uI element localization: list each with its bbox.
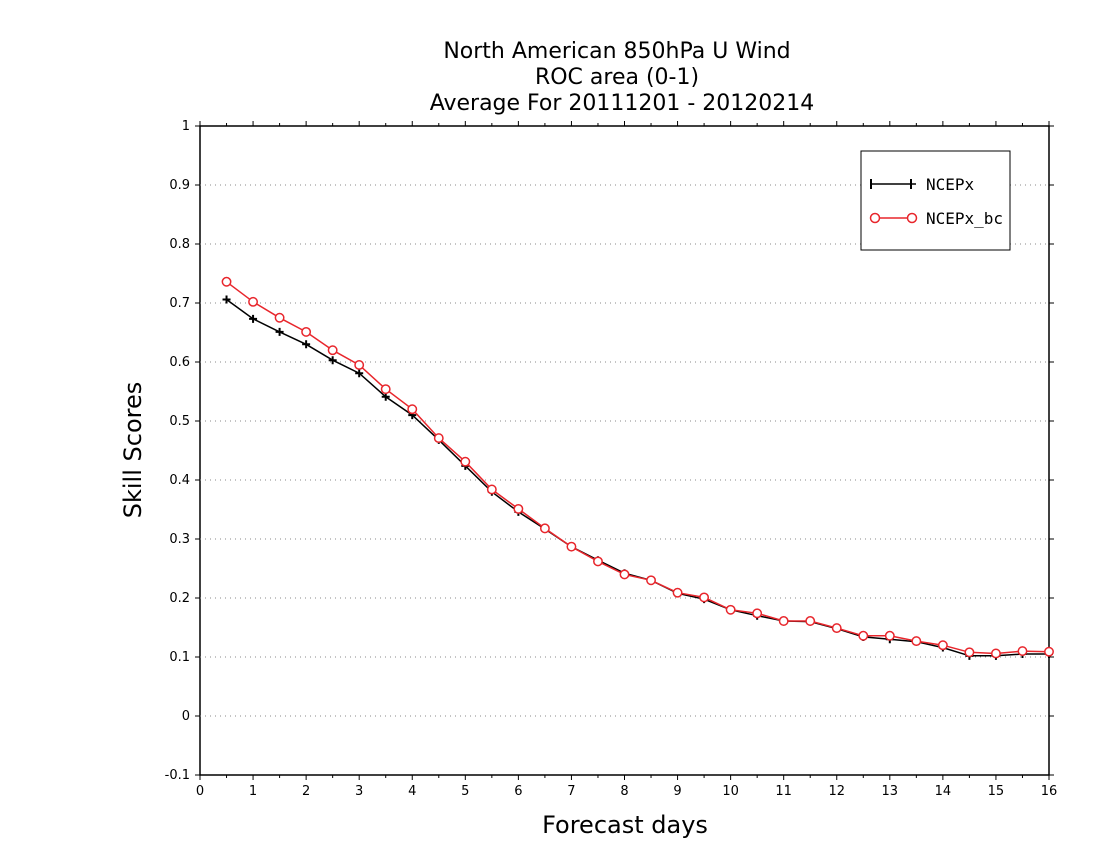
data-point-ncepx-bc: [725, 604, 736, 615]
x-tick-label: 14: [935, 784, 952, 799]
data-point-ncepx-bc: [221, 276, 232, 287]
x-axis: 0 1 2 3 4 5 6 7 8 9 10 11 12 13 14 15 16: [196, 121, 1057, 799]
data-point-ncepx: [249, 314, 258, 323]
data-point-ncepx-bc: [778, 616, 789, 626]
x-axis-label: Forecast days: [542, 811, 708, 839]
data-point-ncepx-bc: [539, 523, 550, 534]
y-tick-label: 0: [182, 709, 190, 724]
y-tick-label: 0.7: [169, 296, 190, 311]
data-point-ncepx-bc: [460, 456, 471, 467]
y-axis-label: Skill Scores: [119, 382, 147, 519]
data-point-ncepx-bc: [646, 575, 656, 586]
data-point-ncepx-bc: [566, 541, 577, 552]
data-point-ncepx-bc: [911, 636, 922, 647]
legend-marker-ncepx: [870, 179, 912, 189]
x-tick-label: 11: [775, 784, 792, 799]
data-point-ncepx-bc: [301, 326, 312, 337]
data-point-ncepx-bc: [513, 503, 524, 514]
data-point-ncepx-bc: [274, 312, 285, 323]
data-point-ncepx-bc: [593, 556, 603, 567]
data-point-ncepx-bc: [699, 592, 710, 603]
data-point-ncepx: [275, 327, 284, 336]
legend: NCEPx NCEPx_bc: [860, 150, 1011, 251]
x-tick-label: 16: [1041, 784, 1058, 799]
data-point-ncepx-bc: [486, 484, 497, 495]
series-line-ncepx: [226, 298, 1049, 657]
y-tick-label: 0.2: [169, 591, 190, 606]
data-point-ncepx-bc: [619, 569, 630, 580]
data-point-ncepx-bc: [805, 616, 816, 626]
data-point-ncepx-bc: [407, 404, 418, 415]
x-tick-label: 12: [828, 784, 845, 799]
x-tick-label: 9: [673, 784, 681, 799]
data-point-ncepx-bc: [937, 640, 948, 651]
data-point-ncepx: [302, 340, 311, 349]
data-point-ncepx-bc: [1017, 646, 1028, 657]
data-point-ncepx-bc: [248, 296, 259, 307]
y-tick-label: 0.9: [169, 178, 190, 193]
y-tick-label: -0.1: [165, 768, 190, 783]
y-tick-label: 0.6: [169, 355, 190, 370]
grid-lines: [200, 184, 1049, 717]
y-tick-label: 0.1: [169, 650, 190, 665]
data-point-ncepx-bc: [884, 630, 895, 641]
data-point-ncepx-bc: [327, 345, 338, 356]
x-tick-label: 15: [988, 784, 1005, 799]
data-point-ncepx: [222, 295, 231, 304]
data-point-ncepx-bc: [354, 360, 365, 370]
data-point-ncepx-bc: [831, 623, 842, 634]
legend-label-ncepx-bc: NCEPx_bc: [926, 209, 1003, 228]
data-point-ncepx: [355, 369, 364, 378]
data-point-ncepx-bc: [672, 587, 683, 598]
x-tick-label: 8: [620, 784, 628, 799]
data-point-ncepx-bc: [1044, 646, 1054, 657]
y-axis: -0.1 0 0.1 0.2 0.3 0.4 0.5 0.6 0.7 0.8 0.9 1: [165, 119, 1054, 783]
chart-title-line-2: ROC area (0-1): [535, 65, 699, 90]
data-point-ncepx-bc: [990, 648, 1001, 659]
chart-title-line-1: North American 850hPa U Wind: [443, 39, 790, 64]
data-point-ncepx-bc: [752, 608, 763, 619]
y-tick-label: 0.4: [169, 473, 190, 488]
y-tick-label: 0.5: [169, 414, 190, 429]
series-lines: [221, 276, 1054, 660]
x-tick-label: 5: [461, 784, 469, 799]
x-tick-label: 0: [196, 784, 204, 799]
x-tick-label: 7: [567, 784, 575, 799]
x-tick-label: 13: [882, 784, 899, 799]
data-point-ncepx-bc: [380, 384, 391, 395]
x-tick-label: 10: [722, 784, 739, 799]
data-point-ncepx-bc: [858, 630, 869, 641]
x-tick-label: 4: [408, 784, 416, 799]
x-tick-label: 1: [249, 784, 257, 799]
y-tick-label: 0.3: [169, 532, 190, 547]
y-tick-label: 1: [182, 119, 190, 134]
chart-title-line-3: Average For 20111201 - 20120214: [430, 91, 815, 116]
legend-label-ncepx: NCEPx: [926, 175, 975, 194]
legend-marker-ncepx-bc-1: [869, 212, 881, 224]
data-point-ncepx: [381, 392, 390, 401]
x-tick-label: 6: [514, 784, 522, 799]
data-point-ncepx-bc: [964, 647, 975, 658]
x-tick-label: 2: [302, 784, 310, 799]
data-point-ncepx-bc: [433, 433, 444, 444]
legend-box: [860, 150, 1011, 251]
x-tick-label: 3: [355, 784, 363, 799]
legend-marker-ncepx-bc-2: [906, 212, 918, 224]
data-point-ncepx: [328, 356, 337, 365]
y-tick-label: 0.8: [169, 237, 190, 252]
